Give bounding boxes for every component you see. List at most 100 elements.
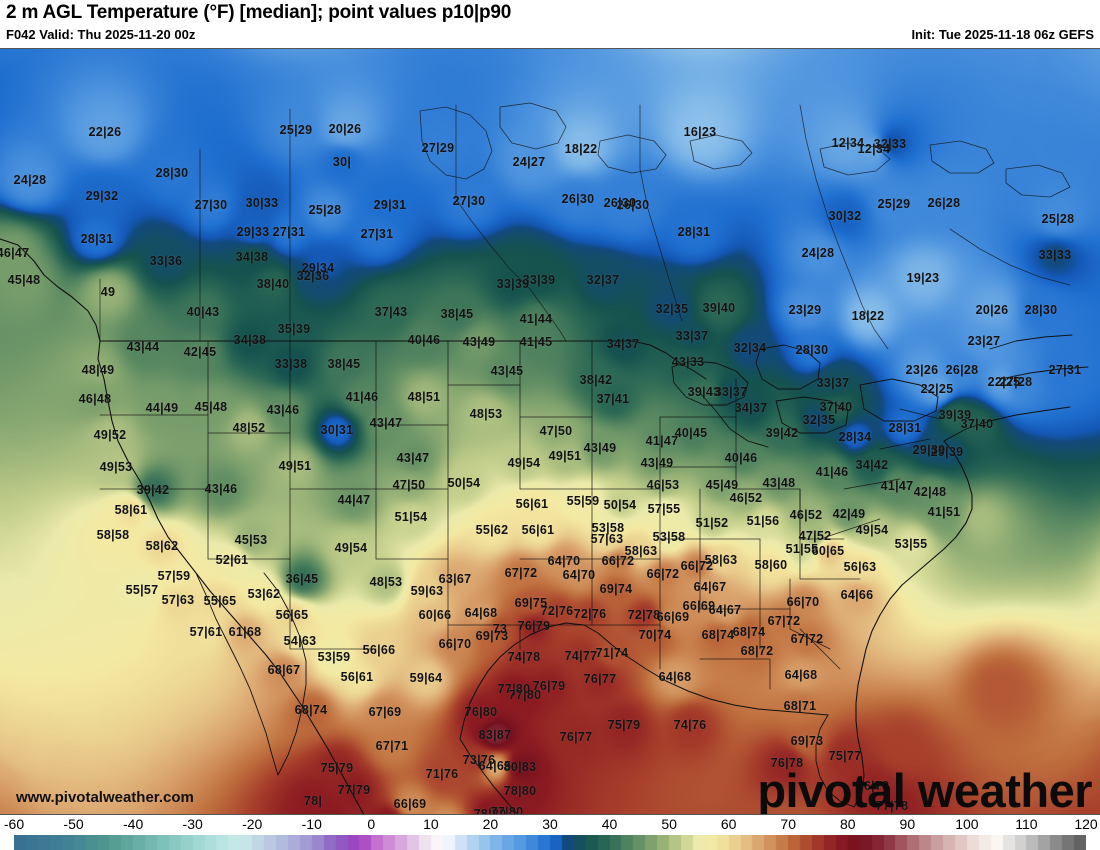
point-value-label: 67|72: [790, 632, 824, 646]
point-value-label: 33|39: [522, 273, 556, 287]
colorbar-tick: 30: [542, 816, 558, 832]
point-value-label: 53|55: [894, 537, 928, 551]
point-value-label: 55|57: [125, 583, 159, 597]
point-value-label: 68|72: [740, 644, 774, 658]
point-value-label: 19|23: [906, 271, 940, 285]
point-value-label: 64|67: [708, 603, 742, 617]
colorbar-tick: -40: [122, 816, 144, 832]
point-value-label: 48|53: [469, 407, 503, 421]
point-value-label: 43|47: [396, 451, 430, 465]
point-value-label: 22|26: [88, 125, 122, 139]
point-value-label: 27|28: [999, 375, 1033, 389]
point-value-label: 37|43: [374, 305, 408, 319]
point-value-label: 68|67: [267, 663, 301, 677]
point-value-label: 34|42: [855, 458, 889, 472]
point-value-label: 64|65: [478, 759, 512, 773]
point-value-label: 37|40: [819, 400, 853, 414]
point-value-label: 51|56: [746, 514, 780, 528]
point-value-label: 69|73: [790, 734, 824, 748]
point-value-label: 67|72: [767, 614, 801, 628]
point-value-label: 43|49: [462, 335, 496, 349]
point-value-label: 18|22: [564, 142, 598, 156]
point-value-label: 48|52: [232, 421, 266, 435]
point-value-label: 46|52: [729, 491, 763, 505]
map-viewport[interactable]: 22|26 24|28 28|30 29|32 27|30 30|33 28|31 29|33…: [0, 48, 1100, 815]
point-value-label: 18|22: [851, 309, 885, 323]
point-value-label: 43|46: [204, 482, 238, 496]
point-value-label: 27|30: [194, 198, 228, 212]
point-value-label: 42|48: [913, 485, 947, 499]
point-value-label: 74|78: [507, 650, 541, 664]
point-value-label: 56|66: [362, 643, 396, 657]
point-value-label: 28|31: [677, 225, 711, 239]
point-value-label: 60|65: [811, 544, 845, 558]
point-value-label: 73: [492, 622, 508, 636]
point-value-label: 56|61: [521, 523, 555, 537]
point-value-label: 83|87: [478, 728, 512, 742]
point-value-label: 25|29: [877, 197, 911, 211]
point-value-label: 50|54: [447, 476, 481, 490]
point-value-label: 46|52: [789, 508, 823, 522]
point-value-label: 29|32: [85, 189, 119, 203]
point-value-label: 26|28: [927, 196, 961, 210]
point-value-label: 22|25: [987, 375, 1021, 389]
point-value-label: 33|38: [274, 357, 308, 371]
point-value-label: 69|74: [599, 582, 633, 596]
point-value-label: 34|37: [606, 337, 640, 351]
point-value-label: 40|45: [674, 426, 708, 440]
point-value-label: 25|29: [279, 123, 313, 137]
colorbar-gradient: [14, 835, 1086, 850]
colorbar-tick: 90: [899, 816, 916, 832]
point-value-label: 67|72: [504, 566, 538, 580]
point-value-label: 43|33: [671, 355, 705, 369]
point-value-label: 72|76: [573, 607, 607, 621]
point-value-label: 55|59: [566, 494, 600, 508]
init-time-label: Init: Tue 2025-11-18 06z GEFS: [911, 27, 1094, 42]
point-value-label: 66|72: [601, 554, 635, 568]
point-value-label: 68|74: [732, 625, 766, 639]
point-value-label: 42|49: [832, 507, 866, 521]
point-value-label: 33|37: [714, 385, 748, 399]
point-value-label: 66|69: [682, 599, 716, 613]
point-value-label: 49|54: [855, 523, 889, 537]
colorbar-tick: 110: [1015, 816, 1038, 832]
point-value-label: 43|48: [762, 476, 796, 490]
point-value-label: 33|37: [675, 329, 709, 343]
point-value-label: 75|79: [607, 718, 641, 732]
point-value-label: 28|30: [795, 343, 829, 357]
point-value-label: 66|70: [786, 595, 820, 609]
point-value-label: 24|28: [13, 173, 47, 187]
point-value-label: 58|63: [624, 544, 658, 558]
point-value-label: 74|77: [564, 649, 598, 663]
point-value-label: 50|54: [603, 498, 637, 512]
point-value-label: 52|61: [215, 553, 249, 567]
point-value-label: 72|78: [627, 608, 661, 622]
colorbar-tick: 100: [955, 816, 979, 832]
point-value-label: 45|53: [234, 533, 268, 547]
point-value-label: 72|76: [540, 604, 574, 618]
point-value-label: 46|47: [0, 246, 30, 260]
point-value-label: 56|63: [843, 560, 877, 574]
point-value-label: 69|75: [514, 596, 548, 610]
page-title: 2 m AGL Temperature (°F) [median]; point…: [6, 2, 512, 23]
point-value-label: 49|53: [99, 460, 133, 474]
point-value-label: 68|74: [701, 628, 735, 642]
point-value-label: 64|67: [693, 580, 727, 594]
point-value-label: 78|80: [473, 807, 507, 815]
point-value-label: 16|23: [683, 125, 717, 139]
point-value-label: 66|72: [646, 567, 680, 581]
point-value-label: 68|71: [783, 699, 817, 713]
point-value-label: 28|30: [1024, 303, 1058, 317]
point-value-label: 59|63: [410, 584, 444, 598]
point-value-label: 39|39: [938, 408, 972, 422]
point-value-label: 33|33: [1038, 248, 1072, 262]
colorbar-tick: -50: [63, 816, 84, 832]
point-value-label: 30|33: [245, 196, 279, 210]
point-value-label: 27|31: [1048, 363, 1082, 377]
point-value-label: 73|76: [462, 753, 496, 767]
point-value-label: 27|31: [360, 227, 394, 241]
point-value-label: 57|55: [647, 502, 681, 516]
point-value-label: 41|46: [815, 465, 849, 479]
point-value-label: 30|32: [828, 209, 862, 223]
